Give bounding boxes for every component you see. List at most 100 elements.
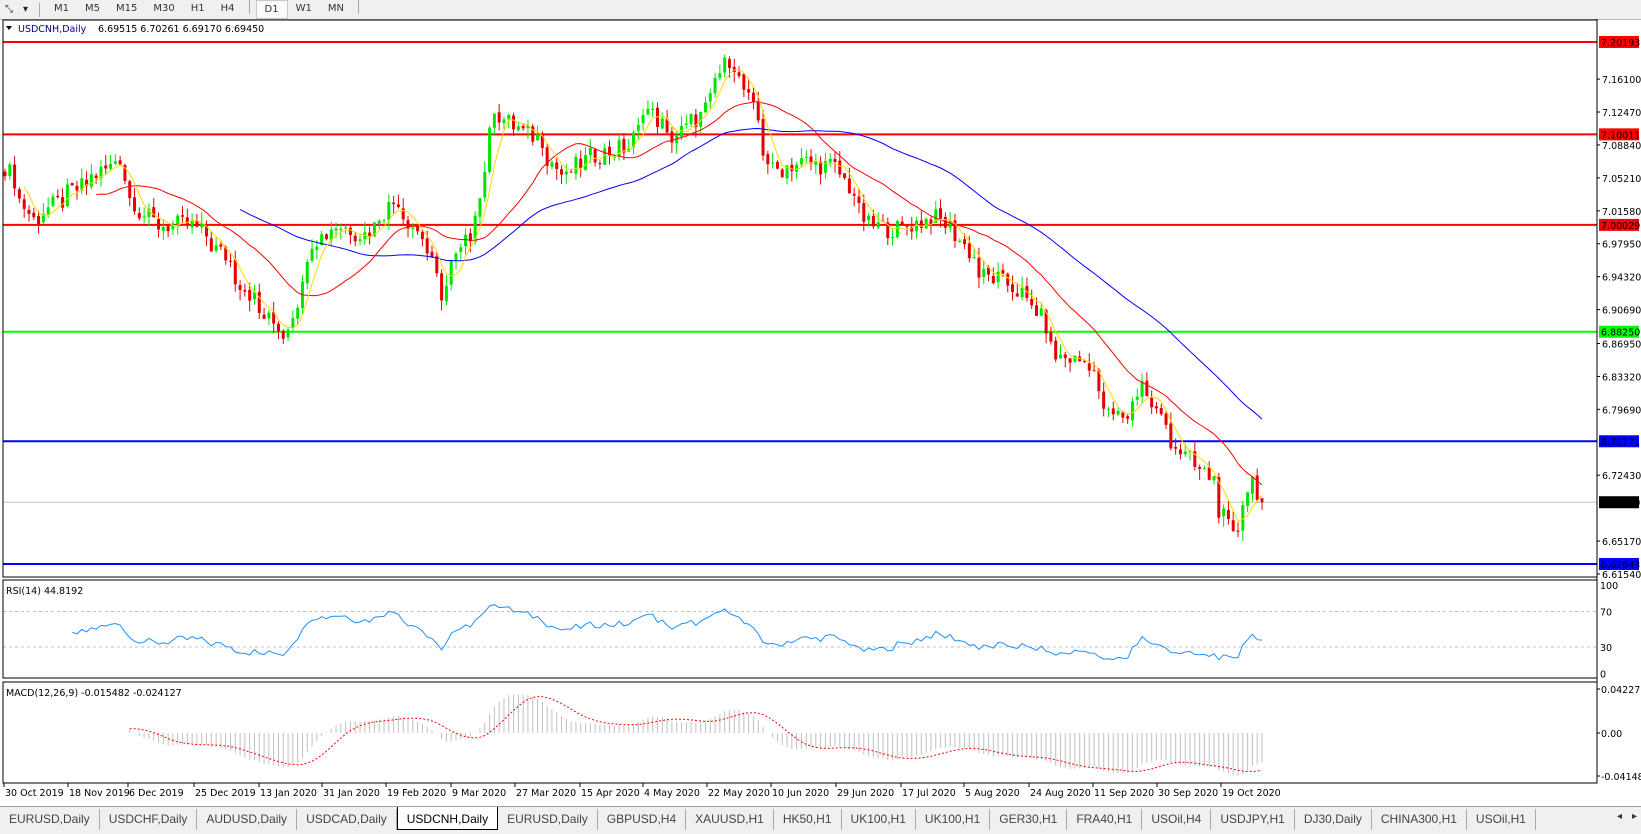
- timeframe-w1[interactable]: W1: [295, 3, 312, 14]
- chart-tab[interactable]: EURUSD,Daily: [0, 809, 100, 830]
- bear-candle: [243, 289, 247, 292]
- timeframe-h1[interactable]: H1: [190, 3, 205, 14]
- price-tick-label: 6.90690: [1602, 306, 1641, 317]
- bear-candle: [579, 158, 583, 169]
- chart-tab[interactable]: FRA40,H1: [1067, 809, 1143, 830]
- chart-tab[interactable]: UK100,H1: [842, 809, 916, 830]
- bear-candle: [1044, 310, 1048, 334]
- bear-candle: [991, 275, 995, 284]
- chart-tab[interactable]: HK50,H1: [774, 809, 842, 830]
- chart-tab[interactable]: USDCAD,Daily: [297, 809, 397, 830]
- bear-candle: [809, 156, 813, 164]
- chart-tab[interactable]: USOil,H1: [1467, 809, 1536, 830]
- chart-tab[interactable]: CHINA300,H1: [1372, 809, 1467, 830]
- level-price-label: 7.00029: [1601, 221, 1640, 232]
- bear-candle: [392, 202, 396, 205]
- chart-tab[interactable]: XAUUSD,H1: [686, 809, 774, 830]
- bull-candle: [823, 161, 827, 173]
- bull-candle: [483, 171, 487, 198]
- bear-candle: [104, 165, 108, 169]
- bear-candle: [1006, 273, 1010, 286]
- timeframe-mn[interactable]: MN: [327, 3, 344, 14]
- bear-candle: [843, 173, 847, 179]
- chart-tab[interactable]: EURUSD,Daily: [498, 809, 598, 830]
- price-pane: [3, 41, 1597, 565]
- chart-tab[interactable]: UK100,H1: [916, 809, 991, 830]
- bull-candle: [958, 240, 962, 242]
- bull-candle: [915, 220, 919, 232]
- timeframe-d1[interactable]: D1: [255, 0, 288, 19]
- bear-candle: [401, 208, 405, 220]
- price-tick-label: 6.97950: [1602, 240, 1641, 251]
- date-tick-label: 22 May 2020: [708, 788, 770, 799]
- bear-candle: [368, 232, 372, 238]
- bear-candle: [128, 181, 132, 199]
- bear-candle: [742, 74, 746, 90]
- bull-candle: [252, 291, 256, 300]
- collapse-triangle-icon[interactable]: [6, 26, 12, 30]
- bull-candle: [444, 285, 448, 302]
- timeframe-m30[interactable]: M30: [153, 3, 175, 14]
- bear-candle: [353, 235, 357, 242]
- axes: 7.20193 7.10011 7.00029 6.88250 6.76171 6.626…: [2, 19, 1641, 799]
- timeframe-m1[interactable]: M1: [54, 3, 70, 14]
- tab-scroll: ◂ ▸: [1617, 811, 1637, 822]
- chart-tab[interactable]: GBPUSD,H4: [598, 809, 687, 830]
- bear-candle: [1126, 416, 1130, 419]
- bull-candle: [286, 329, 290, 338]
- level-price-label-bg: [1599, 325, 1639, 338]
- chart-tab[interactable]: USOil,H4: [1142, 809, 1212, 830]
- chart-tab[interactable]: USDJPY,H1: [1211, 809, 1295, 830]
- timeframe-m15[interactable]: M15: [116, 3, 138, 14]
- chart-tab[interactable]: USDCHF,Daily: [100, 809, 198, 830]
- bull-candle: [382, 219, 386, 221]
- bull-candle: [214, 245, 218, 251]
- line-tool-icon[interactable]: ⤡: [5, 4, 13, 15]
- bull-candle: [718, 73, 722, 78]
- bull-candle: [982, 268, 986, 277]
- bear-candle: [195, 220, 199, 227]
- bear-candle: [32, 212, 36, 218]
- bull-candle: [934, 209, 938, 224]
- bull-candle: [1241, 504, 1245, 531]
- date-tick-label: 15 Apr 2020: [581, 788, 640, 799]
- bear-candle: [276, 323, 280, 332]
- chart-tabs: EURUSD,Daily USDCHF,Daily AUDUSD,Daily USDC…: [0, 806, 1641, 834]
- timeframe-h4[interactable]: H4: [220, 3, 235, 14]
- bear-candle: [900, 221, 904, 226]
- price-tick-label: 6.83320: [1602, 372, 1641, 383]
- chart-window[interactable]: 7.20193 7.10011 7.00029 6.88250 6.76171 6.626…: [0, 19, 1641, 806]
- bull-candle: [603, 148, 607, 165]
- symbol-label: USDCNH,Daily: [18, 24, 87, 35]
- date-tick-label: 9 Mar 2020: [452, 788, 506, 799]
- chart-tab[interactable]: DJ30,Daily: [1295, 809, 1372, 830]
- bear-candle: [929, 219, 933, 225]
- bear-candle: [1207, 467, 1211, 480]
- bull-candle: [1020, 287, 1024, 298]
- bear-candle: [37, 215, 41, 225]
- chart-tab[interactable]: AUDUSD,Daily: [197, 809, 298, 830]
- bear-candle: [137, 213, 141, 219]
- bear-candle: [1011, 284, 1015, 292]
- bear-candle: [1049, 332, 1053, 342]
- timeframe-m5[interactable]: M5: [85, 3, 101, 14]
- bull-candle: [320, 234, 324, 246]
- bull-candle: [703, 102, 707, 113]
- rsi-line: [72, 604, 1263, 661]
- bull-candle: [176, 215, 180, 225]
- bull-candle: [699, 111, 703, 127]
- bear-candle: [1217, 476, 1221, 518]
- chart-tab[interactable]: GER30,H1: [990, 809, 1068, 830]
- bear-candle: [152, 207, 156, 218]
- bull-candle: [867, 215, 871, 221]
- bear-candle: [1164, 413, 1168, 425]
- bull-candle: [771, 162, 775, 164]
- dropdown-arrow-icon[interactable]: ▾: [23, 4, 29, 15]
- bull-candle: [564, 171, 568, 175]
- bear-candle: [1145, 380, 1149, 397]
- chart-tab[interactable]: USDCNH,Daily: [396, 807, 499, 830]
- tab-scroll-right-icon[interactable]: ▸: [1631, 811, 1637, 822]
- tab-scroll-left-icon[interactable]: ◂: [1616, 811, 1622, 822]
- price-tick-label: 6.86950: [1602, 340, 1641, 351]
- bull-candle: [627, 148, 631, 152]
